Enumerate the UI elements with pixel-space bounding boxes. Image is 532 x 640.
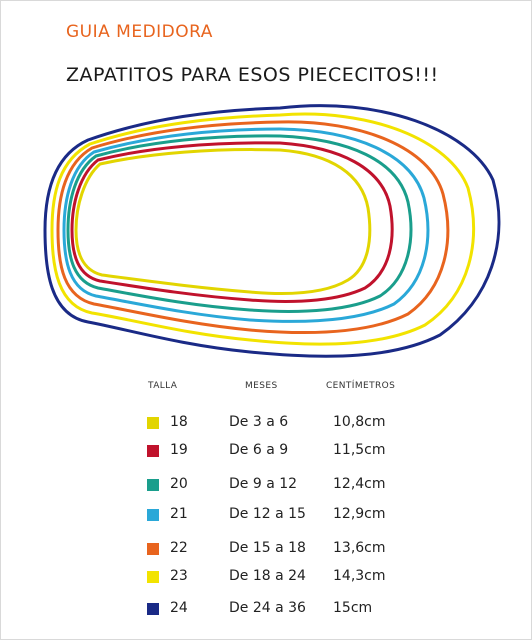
meses-value: De 18 a 24 — [229, 568, 306, 584]
color-swatch — [147, 543, 159, 555]
color-swatch — [147, 417, 159, 429]
talla-value: 18 — [170, 414, 188, 430]
color-swatch — [147, 571, 159, 583]
outline-size-23 — [50, 112, 475, 346]
cm-value: 10,8cm — [333, 414, 386, 430]
talla-value: 22 — [170, 540, 188, 556]
color-swatch — [147, 603, 159, 615]
meses-value: De 12 a 15 — [229, 506, 306, 522]
color-swatch — [147, 479, 159, 491]
size-row-19: 19 De 6 a 9 11,5cm — [0, 442, 532, 462]
outline-size-19 — [70, 141, 394, 303]
talla-value: 20 — [170, 476, 188, 492]
page-title: ZAPATITOS PARA ESOS PIECECITOS!!! — [66, 64, 439, 86]
talla-value: 21 — [170, 506, 188, 522]
outline-size-20 — [66, 134, 413, 313]
outline-size-21 — [62, 127, 430, 323]
meses-value: De 9 a 12 — [229, 476, 298, 492]
col-header-centimetros: CENTÍMETROS — [326, 381, 396, 391]
col-header-talla: TALLA — [148, 381, 178, 391]
cm-value: 15cm — [333, 600, 373, 616]
size-row-20: 20 De 9 a 12 12,4cm — [0, 476, 532, 496]
cm-value: 13,6cm — [333, 540, 386, 556]
cm-value: 14,3cm — [333, 568, 386, 584]
cm-value: 12,9cm — [333, 506, 386, 522]
outline-size-22 — [56, 120, 450, 335]
cm-value: 11,5cm — [333, 442, 386, 458]
outline-size-18 — [74, 148, 372, 295]
meses-value: De 6 a 9 — [229, 442, 289, 458]
size-row-23: 23 De 18 a 24 14,3cm — [0, 568, 532, 588]
meses-value: De 24 a 36 — [229, 600, 306, 616]
size-row-22: 22 De 15 a 18 13,6cm — [0, 540, 532, 560]
shoe-size-outlines — [43, 104, 501, 358]
color-swatch — [147, 445, 159, 457]
talla-value: 19 — [170, 442, 188, 458]
cm-value: 12,4cm — [333, 476, 386, 492]
outline-size-24 — [43, 104, 501, 358]
size-row-21: 21 De 12 a 15 12,9cm — [0, 506, 532, 526]
meses-value: De 15 a 18 — [229, 540, 306, 556]
size-row-18: 18 De 3 a 6 10,8cm — [0, 414, 532, 434]
meses-value: De 3 a 6 — [229, 414, 289, 430]
talla-value: 23 — [170, 568, 188, 584]
guide-kicker: GUIA MEDIDORA — [66, 22, 213, 42]
talla-value: 24 — [170, 600, 188, 616]
color-swatch — [147, 509, 159, 521]
size-row-24: 24 De 24 a 36 15cm — [0, 600, 532, 620]
col-header-meses: MESES — [245, 381, 278, 391]
